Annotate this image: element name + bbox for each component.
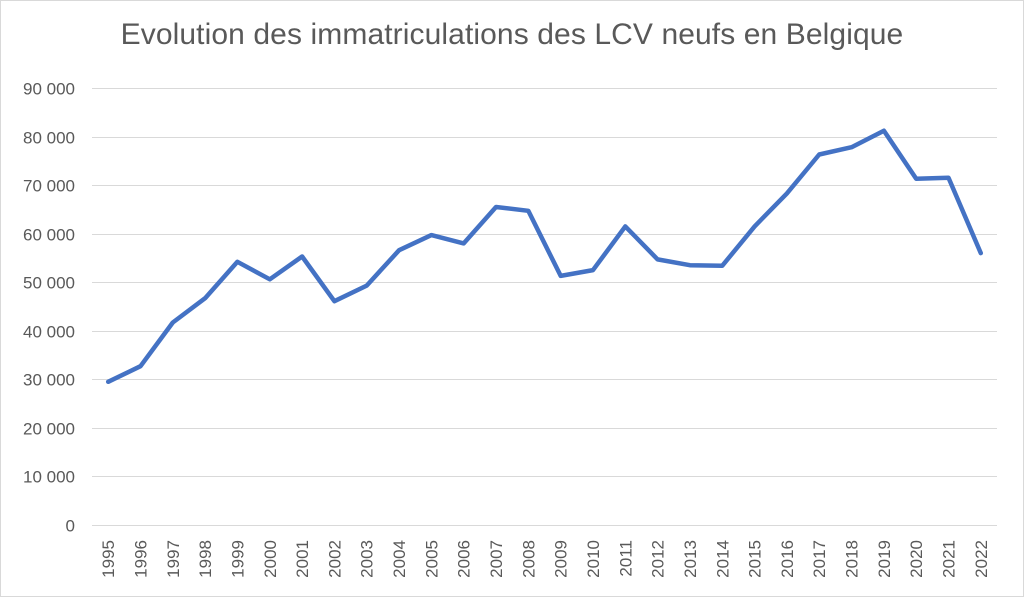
x-tick-label: 1998 — [196, 540, 215, 578]
x-tick-label: 2019 — [875, 540, 894, 578]
series-line-0 — [105, 128, 984, 385]
x-tick-label: 2013 — [681, 540, 700, 578]
x-tick-label: 2006 — [455, 540, 474, 578]
y-tick-label: 40 000 — [23, 323, 75, 342]
x-tick-label: 2018 — [843, 540, 862, 578]
x-tick-label: 2002 — [325, 540, 344, 578]
x-tick-label: 2017 — [810, 540, 829, 578]
x-tick-label: 2007 — [487, 540, 506, 578]
x-tick-label: 2003 — [358, 540, 377, 578]
x-tick-label: 2012 — [649, 540, 668, 578]
x-tick-label: 2022 — [972, 540, 991, 578]
y-axis-tick-labels: 0 10 000 20 000 30 000 40 000 50 000 60 000 70 … — [23, 80, 75, 536]
x-tick-label: 2004 — [390, 540, 409, 578]
x-tick-label: 2008 — [519, 540, 538, 578]
x-tick-label: 1996 — [131, 540, 150, 578]
x-tick-label: 2016 — [778, 540, 797, 578]
x-tick-label: 2001 — [293, 540, 312, 578]
x-tick-label: 1995 — [99, 540, 118, 578]
y-tick-label: 10 000 — [23, 468, 75, 487]
y-tick-label: 60 000 — [23, 226, 75, 245]
gridlines — [92, 88, 997, 526]
y-tick-label: 20 000 — [23, 420, 75, 439]
x-tick-label: 2014 — [713, 540, 732, 578]
x-tick-label: 2015 — [746, 540, 765, 578]
y-tick-label: 30 000 — [23, 371, 75, 390]
x-axis-tick-labels: 1995 1996 1997 1998 1999 2000 2001 2002 2003 2004… — [99, 540, 991, 578]
y-tick-label: 70 000 — [23, 177, 75, 196]
x-tick-label: 2010 — [584, 540, 603, 578]
x-tick-label: 2000 — [261, 540, 280, 578]
x-tick-label: 2021 — [940, 540, 959, 578]
chart-title: Evolution des immatriculations des LCV n… — [120, 18, 904, 51]
y-tick-label: 80 000 — [23, 129, 75, 148]
x-tick-label: 2011 — [616, 540, 635, 577]
y-tick-label: 90 000 — [23, 80, 75, 99]
series-group — [105, 128, 984, 385]
y-tick-label: 50 000 — [23, 274, 75, 293]
y-tick-label: 0 — [66, 517, 75, 536]
x-tick-label: 1997 — [164, 540, 183, 578]
x-tick-label: 2005 — [422, 540, 441, 578]
x-tick-label: 2020 — [907, 540, 926, 578]
x-tick-label: 1999 — [228, 540, 247, 578]
x-tick-label: 2009 — [552, 540, 571, 578]
